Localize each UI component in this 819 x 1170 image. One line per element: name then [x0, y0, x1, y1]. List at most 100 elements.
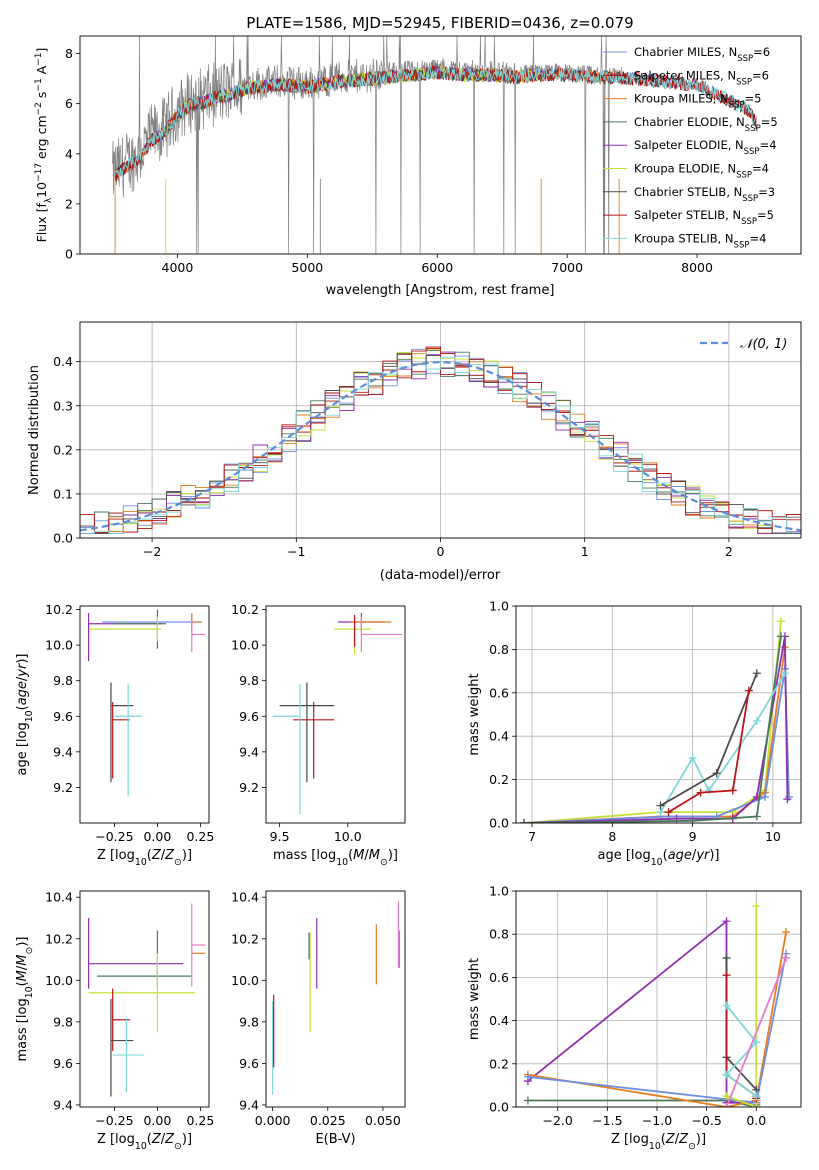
ytick-label-3: 9.8	[53, 673, 73, 688]
xtick-label-1: 5000	[291, 260, 323, 275]
legend-label-0: Chabrier MILES, NSSP=6	[634, 45, 770, 64]
xtick-label-3: 10	[765, 829, 781, 844]
xtick-label-2: −1.0	[642, 1113, 672, 1128]
xtick-label-0: −2	[143, 544, 161, 559]
errorbar-point-9	[114, 684, 142, 797]
xtick-label-1: 0.00	[143, 1113, 171, 1128]
ytick-label-3: 10.0	[45, 973, 73, 988]
massweight_vs_age-xlabel: age [log10(age/yr)]	[597, 848, 719, 868]
xtick-label-0: 4000	[162, 260, 194, 275]
xtick-label-2: 0.050	[365, 1113, 401, 1128]
xtick-label-3: −0.5	[691, 1113, 721, 1128]
panel-mass_vs_Z: −0.25 0.00 0.25 9.4 9.6 9.8 10.0 10.2 10.4 Z [log…	[15, 890, 214, 1152]
ytick-label-1: 0.2	[489, 1056, 509, 1071]
xtick-label-4: 2	[725, 544, 733, 559]
legend-label-5: Kroupa ELODIE, NSSP=4	[634, 162, 769, 181]
marker-0	[523, 1072, 532, 1081]
ytick-label-5: 1.0	[489, 599, 509, 614]
ytick-label-1: 2	[65, 196, 73, 211]
legend-label-4: Salpeter ELODIE, NSSP=4	[634, 138, 777, 157]
xtick-label-2: 0	[437, 544, 445, 559]
panel-mass_vs_ebv: 0.000 0.025 0.050 9.4 9.6 9.8 10.0 10.2 10.4 E(B-…	[231, 890, 406, 1147]
ytick-label-0: 0	[65, 247, 73, 262]
marker-0	[722, 953, 731, 962]
xtick-label-3: 7000	[551, 260, 583, 275]
ytick-label-0: 0.0	[489, 1100, 509, 1115]
ytick-label-5: 10.4	[231, 890, 259, 905]
xtick-label-4: 0.0	[746, 1113, 766, 1128]
marker-2	[722, 1070, 731, 1079]
errorbar-point-9	[112, 1017, 144, 1093]
xtick-label-1: −1.5	[592, 1113, 622, 1128]
axes-frame	[79, 890, 210, 1108]
plot-area-age_vs_Z	[87, 609, 206, 797]
xtick-label-4: 8000	[681, 260, 713, 275]
marker-1	[752, 1103, 761, 1107]
errorbar-point-4	[88, 616, 161, 642]
marker-1	[696, 788, 705, 797]
ytick-label-2: 9.6	[239, 709, 259, 724]
marker-0	[520, 819, 529, 823]
series-chabrier-stelib	[656, 669, 761, 810]
marker-1	[688, 753, 697, 762]
panel-age_vs_mass: 9.5 10.0 9.2 9.4 9.6 9.8 10.0 10.2 mass [log10(M…	[231, 602, 406, 868]
ytick-label-0: 0.0	[53, 531, 73, 546]
series-kroupa-stelib	[722, 1001, 761, 1101]
errorbar-point-6	[191, 903, 206, 987]
errorbar-point-5	[279, 682, 335, 783]
ytick-label-2: 0.4	[489, 1013, 509, 1028]
panel-residuals: −2 −1 0 1 2 0.0 0.1 0.2 0.3 0.4 𝒩(0, 1) (data-model…	[27, 321, 802, 583]
plot-area-massweight_vs_Z	[523, 902, 791, 1107]
marker-1	[712, 769, 721, 778]
axes-frame	[515, 890, 802, 1108]
ytick-label-4: 0.8	[489, 642, 509, 657]
errorbar-point-7	[272, 684, 301, 815]
errorbar-point-1	[191, 613, 201, 631]
ytick-label-5: 10.4	[45, 890, 73, 905]
series-kroupa-miles	[520, 643, 789, 823]
marker-2	[752, 902, 761, 911]
marker-1	[782, 953, 791, 962]
marker-0	[523, 1096, 532, 1105]
legend-label-2: Kroupa MILES, NSSP=5	[634, 92, 761, 111]
massweight_vs_age-ylabel: mass weight	[467, 673, 482, 755]
marker-0	[664, 808, 673, 817]
marker-4	[780, 669, 789, 678]
legend-label-6: Chabrier STELIB, NSSP=3	[634, 185, 775, 204]
ytick-label-3: 9.8	[239, 673, 259, 688]
marker-0	[722, 971, 731, 980]
marker-0	[722, 1103, 731, 1107]
axes-frame	[79, 35, 802, 255]
marker-3	[752, 717, 761, 726]
xtick-label-1: 0.00	[143, 829, 171, 844]
hist-chabrier-miles	[80, 348, 801, 535]
marker-3	[744, 686, 753, 695]
marker-2	[752, 812, 761, 821]
marker-2	[704, 786, 713, 795]
ytick-label-4: 10.2	[45, 931, 73, 946]
ytick-label-4: 0.4	[53, 354, 73, 369]
marker-0	[722, 1092, 731, 1101]
series-kroupa-stelib	[656, 669, 789, 817]
marker-1	[722, 917, 731, 926]
errorbar-point-1	[334, 620, 371, 655]
marker-1	[688, 816, 697, 823]
ytick-label-0: 9.2	[239, 780, 259, 795]
series-chabrier-elodie	[520, 632, 785, 823]
errorbar-point-8	[112, 702, 130, 779]
residuals-xlabel: (data-model)/error	[380, 568, 501, 583]
xtick-label-1: 8	[608, 829, 616, 844]
marker-4	[776, 617, 785, 626]
spectrum-legend: Chabrier MILES, NSSP=6 Salpeter MILES, NS…	[603, 45, 778, 250]
plot-area-spectrum	[112, 36, 757, 254]
ytick-label-2: 0.2	[53, 442, 73, 457]
ytick-label-3: 0.6	[489, 685, 509, 700]
xtick-label-0: −0.25	[95, 1113, 133, 1128]
errorbar-point-0	[102, 613, 203, 631]
ytick-label-5: 10.2	[231, 602, 259, 617]
xtick-label-2: 0.25	[186, 1113, 214, 1128]
marker-3	[782, 928, 791, 937]
plot-area-mass_vs_ebv	[272, 901, 401, 1095]
legend-label-1: Salpeter MILES, NSSP=6	[634, 68, 769, 87]
plot-area-residuals	[80, 346, 801, 535]
